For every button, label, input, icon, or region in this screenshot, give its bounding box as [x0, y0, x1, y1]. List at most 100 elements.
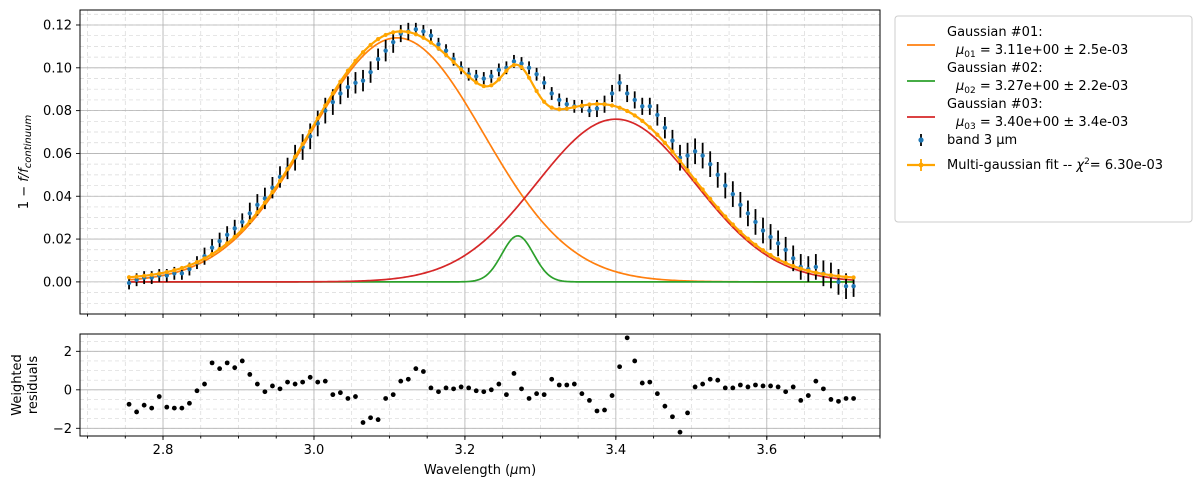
- data-point: [187, 266, 192, 272]
- fit-marker: [247, 219, 252, 224]
- data-point: [360, 78, 366, 83]
- data-point: [413, 27, 419, 32]
- fit-marker: [232, 234, 237, 239]
- data-point: [534, 72, 539, 77]
- residual-point: [805, 393, 811, 398]
- fit-marker: [428, 40, 434, 45]
- residual-point: [337, 390, 343, 396]
- fit-marker: [300, 141, 305, 147]
- xtick-label: 3.0: [304, 443, 325, 458]
- fit-marker: [376, 37, 381, 42]
- residual-point: [300, 379, 306, 385]
- data-point: [723, 183, 728, 188]
- fit-marker: [398, 29, 403, 34]
- fit-marker: [821, 271, 826, 277]
- bottom-ticks: −2 0 2 2.8 3.0 3.2 3.4 3.6: [53, 345, 881, 458]
- data-point: [624, 91, 630, 96]
- data-point: [511, 59, 517, 64]
- data-point: [836, 279, 841, 285]
- bottom-ytick-label: 0: [64, 383, 72, 398]
- residual-point: [745, 384, 751, 390]
- top-grid: [80, 10, 881, 315]
- fit-marker: [466, 74, 471, 79]
- data-point: [791, 256, 796, 261]
- fit-marker: [255, 210, 260, 215]
- data-point: [247, 211, 253, 216]
- fit-marker: [579, 103, 584, 108]
- fit-marker: [647, 125, 652, 130]
- residual-point: [232, 365, 238, 371]
- residual-point: [760, 383, 766, 389]
- data-point: [647, 104, 653, 109]
- top-panel: 0.00 0.02 0.04 0.06 0.08 0.10 0.12 1 − f/fcont…: [17, 9, 881, 318]
- data-point: [134, 277, 139, 282]
- data-point: [587, 108, 592, 113]
- residual-point: [730, 385, 736, 391]
- residual-point: [753, 382, 758, 388]
- top-ytick-label: 0.12: [43, 18, 72, 33]
- residual-point: [171, 405, 177, 411]
- residual-point: [647, 379, 653, 385]
- fit-marker: [609, 103, 615, 108]
- fit-marker: [519, 65, 524, 70]
- fit-marker: [715, 205, 720, 210]
- residual-point: [579, 391, 585, 397]
- fit-marker: [406, 29, 411, 35]
- residual-point: [488, 387, 494, 393]
- fit-marker: [172, 268, 177, 273]
- data-point: [564, 101, 569, 107]
- legend-items: Gaussian #01:μ01 = 3.11e+00 ± 2.5e-03Gau…: [907, 25, 1163, 173]
- data-point: [670, 138, 675, 143]
- fit-marker: [745, 236, 751, 241]
- fit-marker: [459, 67, 464, 72]
- bottom-grid: [80, 334, 881, 436]
- fit-marker: [345, 68, 351, 73]
- fit-marker: [783, 260, 788, 266]
- data-point: [217, 239, 222, 244]
- fit-marker: [270, 190, 275, 195]
- residual-point: [617, 364, 623, 370]
- data-point: [783, 247, 788, 252]
- top-ytick-label: 0.02: [43, 233, 72, 248]
- gaussian-curve-3: [129, 118, 854, 283]
- data-point: [760, 228, 766, 233]
- fit-marker: [564, 106, 569, 111]
- fit-marker: [828, 273, 834, 278]
- residual-point: [587, 397, 592, 403]
- top-ylabel: 1 − f/fcontinuum: [17, 115, 34, 210]
- bottom-panel: −2 0 2 2.8 3.0 3.2 3.4 3.6 Weighted residuals W…: [10, 333, 881, 478]
- data-point: [549, 91, 554, 96]
- residual-point: [134, 409, 140, 415]
- residual-point: [353, 394, 358, 399]
- top-ytick-label: 0.04: [43, 190, 72, 205]
- fit-marker: [315, 116, 320, 121]
- data-point: [474, 74, 479, 79]
- top-frame: [79, 9, 881, 315]
- bottom-ylabel-line2: residuals: [26, 356, 41, 415]
- data-point: [609, 91, 615, 96]
- residual-point: [828, 397, 834, 402]
- data-point: [768, 234, 773, 240]
- data-point: [745, 211, 751, 216]
- data-point: [519, 61, 524, 66]
- fit-marker: [791, 263, 796, 269]
- residual-point: [368, 415, 373, 421]
- residual-point: [851, 396, 856, 401]
- fit-marker: [179, 265, 184, 271]
- data-point: [700, 153, 705, 158]
- residual-point: [360, 420, 366, 425]
- data-point: [345, 84, 351, 90]
- fit-marker: [806, 268, 811, 273]
- residual-point: [722, 385, 728, 391]
- residual-point: [209, 360, 215, 366]
- data-point: [353, 80, 358, 85]
- residual-point: [292, 381, 298, 387]
- data-point: [843, 283, 849, 289]
- residual-point: [768, 383, 773, 389]
- fit-marker: [594, 101, 600, 107]
- data-point: [707, 161, 713, 167]
- fit-marker: [730, 222, 735, 227]
- legend-label: Gaussian #01:: [947, 25, 1043, 40]
- residual-point: [285, 379, 290, 385]
- residual-point: [790, 384, 796, 390]
